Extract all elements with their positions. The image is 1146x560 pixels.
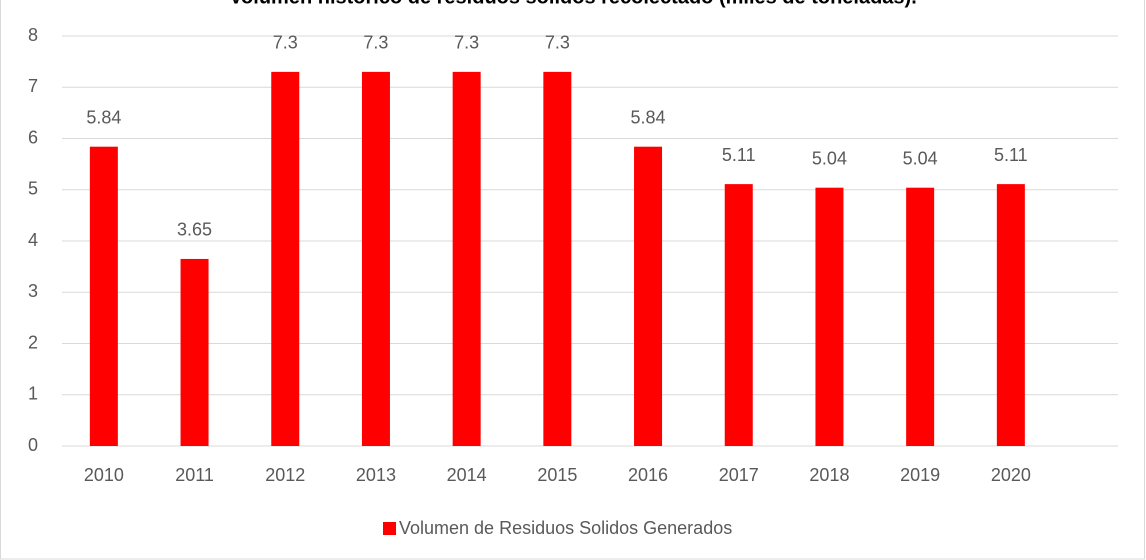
chart-title: Volumen histórico de residuos sólidos re… <box>229 0 917 8</box>
data-label: 3.65 <box>177 220 212 240</box>
y-tick-label: 8 <box>28 25 38 45</box>
bar <box>543 71 572 446</box>
data-label: 5.04 <box>812 148 847 168</box>
bar <box>180 258 209 446</box>
bar <box>906 187 935 446</box>
x-tick-label: 2018 <box>809 465 849 485</box>
data-label: 5.84 <box>631 107 666 127</box>
x-tick-label: 2019 <box>900 465 940 485</box>
bar <box>996 184 1025 447</box>
y-tick-label: 2 <box>28 332 38 352</box>
x-tick-label: 2012 <box>265 465 305 485</box>
x-tick-label: 2010 <box>84 465 124 485</box>
y-tick-label: 4 <box>28 230 38 250</box>
data-label: 5.84 <box>86 107 121 127</box>
data-label: 5.04 <box>903 148 938 168</box>
y-tick-label: 5 <box>28 179 38 199</box>
legend-swatch <box>383 522 396 535</box>
data-label: 7.3 <box>363 33 388 53</box>
x-tick-label: 2011 <box>175 465 214 485</box>
legend-label: Volumen de Residuos Solidos Generados <box>399 518 732 538</box>
y-tick-label: 7 <box>28 76 38 96</box>
bar <box>89 146 118 446</box>
x-tick-label: 2016 <box>628 465 668 485</box>
data-label: 7.3 <box>454 33 479 53</box>
bar <box>452 71 481 446</box>
x-tick-label: 2017 <box>719 465 759 485</box>
data-label: 5.11 <box>994 145 1028 165</box>
y-tick-label: 6 <box>28 127 38 147</box>
y-tick-label: 0 <box>28 435 38 455</box>
x-tick-label: 2015 <box>537 465 577 485</box>
y-tick-label: 3 <box>28 281 38 301</box>
x-tick-label: 2020 <box>991 465 1031 485</box>
data-label: 7.3 <box>273 33 298 53</box>
bar <box>815 187 844 446</box>
bar <box>724 184 753 447</box>
bar <box>634 146 663 446</box>
y-tick-label: 1 <box>28 384 38 404</box>
data-label: 5.11 <box>722 145 756 165</box>
bar <box>271 71 300 446</box>
x-tick-label: 2014 <box>447 465 487 485</box>
x-tick-label: 2013 <box>356 465 396 485</box>
bar <box>361 71 390 446</box>
data-label: 7.3 <box>545 33 570 53</box>
